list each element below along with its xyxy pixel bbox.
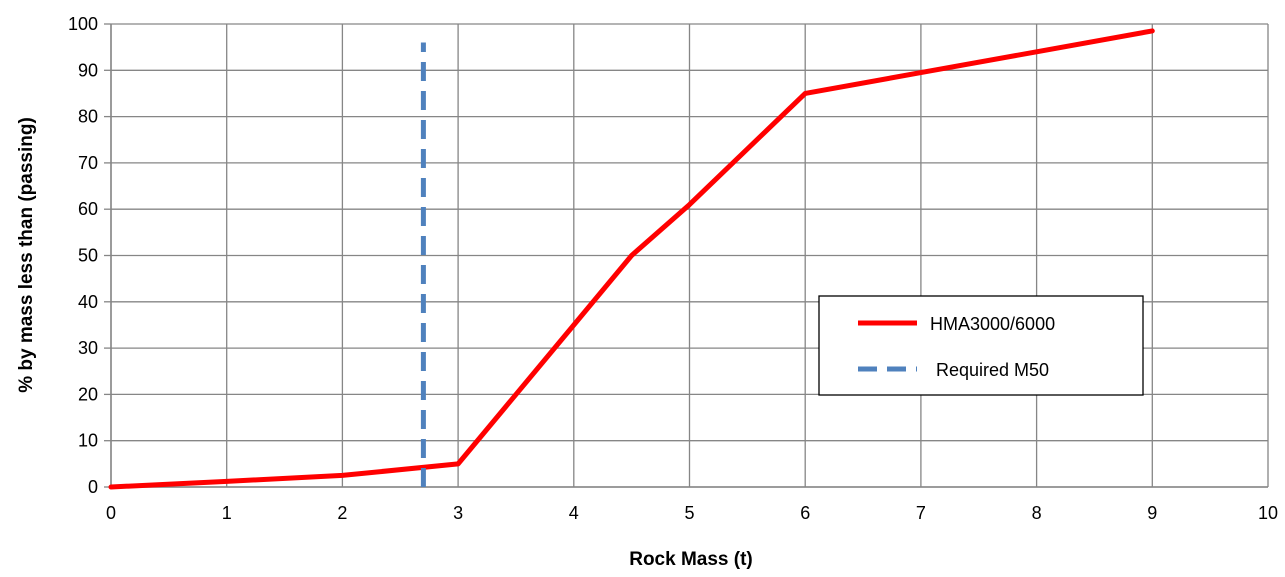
y-tick-label: 70	[78, 153, 98, 173]
y-tick-label: 30	[78, 338, 98, 358]
x-axis-title: Rock Mass (t)	[629, 549, 753, 570]
x-tick-label: 8	[1032, 503, 1042, 523]
plot-area	[108, 28, 1155, 490]
y-tick-label: 90	[78, 60, 98, 80]
series-line-hma3000-6000	[108, 28, 1155, 490]
x-tick-label: 0	[106, 503, 116, 523]
y-tick-label: 40	[78, 292, 98, 312]
y-tick-label: 80	[78, 107, 98, 127]
legend-label-m50: Required M50	[936, 360, 1049, 380]
x-tick-label: 3	[453, 503, 463, 523]
x-tick-label: 5	[684, 503, 694, 523]
legend-box	[818, 295, 1144, 396]
x-tick-label: 4	[569, 503, 579, 523]
y-tick-label: 10	[78, 431, 98, 451]
legend-label-hma: HMA3000/6000	[930, 314, 1055, 334]
legend: HMA3000/6000 Required M50	[818, 295, 1144, 396]
x-tick-label: 9	[1147, 503, 1157, 523]
x-tick-label: 7	[916, 503, 926, 523]
y-tick-label: 0	[88, 477, 98, 497]
y-tick-label: 20	[78, 384, 98, 404]
y-axis-title: % by mass less than (passing)	[16, 117, 37, 393]
x-tick-label: 1	[222, 503, 232, 523]
y-tick-label: 50	[78, 246, 98, 266]
y-tick-label: 60	[78, 199, 98, 219]
x-tick-label: 6	[800, 503, 810, 523]
x-tick-label: 2	[337, 503, 347, 523]
grid	[110, 23, 1269, 488]
y-tick-label: 100	[68, 14, 98, 34]
x-tick-label: 10	[1258, 503, 1278, 523]
